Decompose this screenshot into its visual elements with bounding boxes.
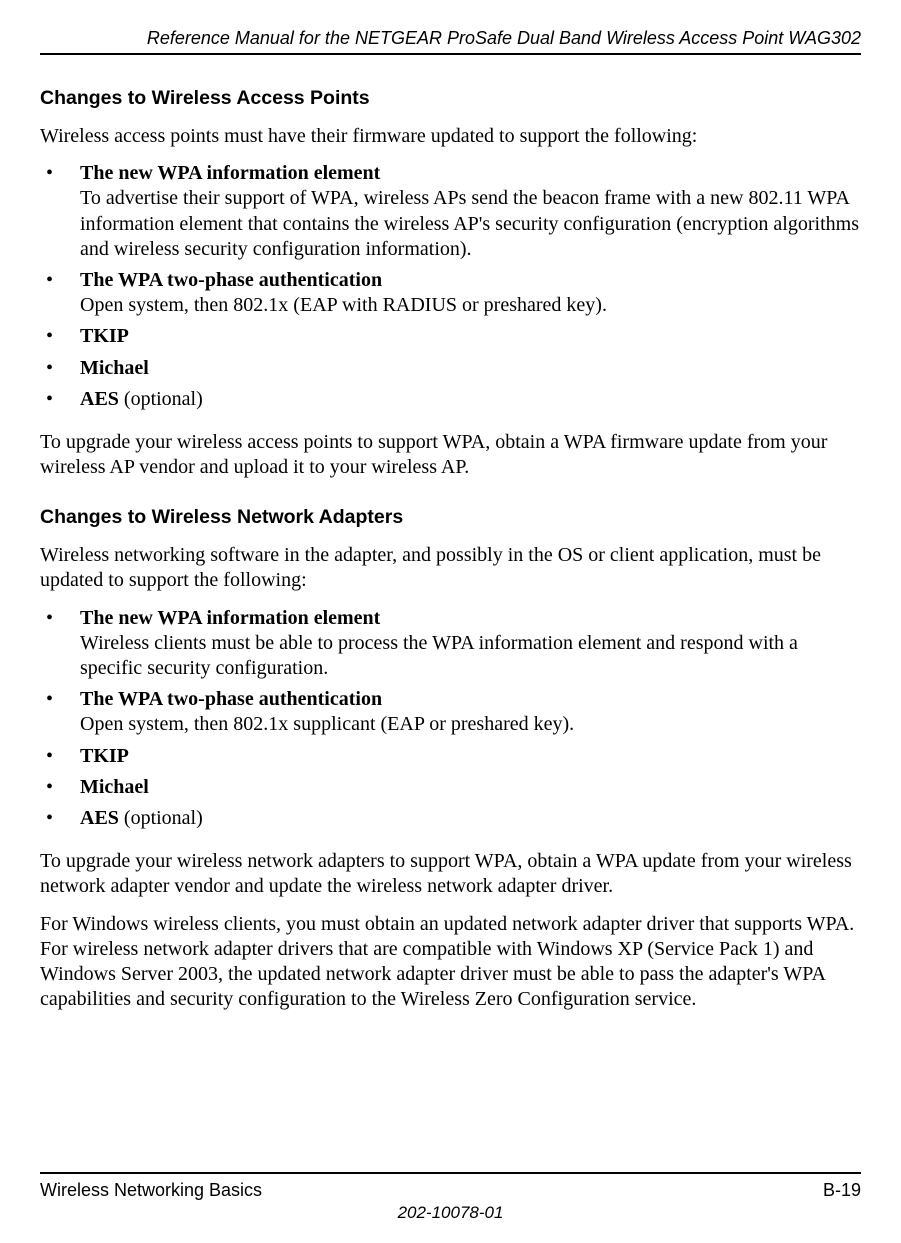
header-rule [40,53,861,55]
footer-right: B-19 [823,1180,861,1201]
list-item: Michael [40,775,861,800]
list-item-title-bold: AES [80,807,119,829]
list-item-title: TKIP [80,745,129,767]
running-header: Reference Manual for the NETGEAR ProSafe… [40,28,861,53]
list-item-title: The WPA two-phase authentication [80,688,382,710]
list-item: Michael [40,356,861,381]
section1-outro: To upgrade your wireless access points t… [40,430,861,480]
page: Reference Manual for the NETGEAR ProSafe… [0,0,901,1243]
list-item: AES (optional) [40,806,861,831]
list-item-title-bold: AES [80,388,119,410]
list-item-title: The new WPA information element [80,162,380,184]
footer-line: Wireless Networking Basics B-19 [40,1180,861,1201]
list-item-body: Open system, then 802.1x (EAP with RADIU… [80,294,607,316]
list-item-title: TKIP [80,325,129,347]
list-item-title-rest: (optional) [119,388,203,410]
list-item: The WPA two-phase authentication Open sy… [40,687,861,737]
section2-intro: Wireless networking software in the adap… [40,543,861,593]
list-item-body: Wireless clients must be able to process… [80,632,798,679]
list-item: AES (optional) [40,387,861,412]
list-item-title: Michael [80,776,149,798]
list-item: TKIP [40,744,861,769]
section2-outro2: For Windows wireless clients, you must o… [40,912,861,1013]
list-item: TKIP [40,324,861,349]
spacer [40,1024,861,1172]
list-item-title: The WPA two-phase authentication [80,269,382,291]
footer-docnum: 202-10078-01 [40,1203,861,1223]
list-item-title: Michael [80,357,149,379]
list-item: The new WPA information element Wireless… [40,606,861,682]
section2-outro1: To upgrade your wireless network adapter… [40,849,861,899]
list-item-body: To advertise their support of WPA, wirel… [80,187,859,259]
section1-intro: Wireless access points must have their f… [40,124,861,149]
list-item-body: Open system, then 802.1x supplicant (EAP… [80,713,574,735]
section2-list: The new WPA information element Wireless… [40,606,861,838]
footer-rule [40,1172,861,1174]
list-item: The new WPA information element To adver… [40,161,861,262]
list-item-title-rest: (optional) [119,807,203,829]
list-item-title: The new WPA information element [80,607,380,629]
footer-left: Wireless Networking Basics [40,1180,262,1201]
section1-heading: Changes to Wireless Access Points [40,87,861,110]
section1-list: The new WPA information element To adver… [40,161,861,418]
section2-heading: Changes to Wireless Network Adapters [40,506,861,529]
list-item: The WPA two-phase authentication Open sy… [40,268,861,318]
